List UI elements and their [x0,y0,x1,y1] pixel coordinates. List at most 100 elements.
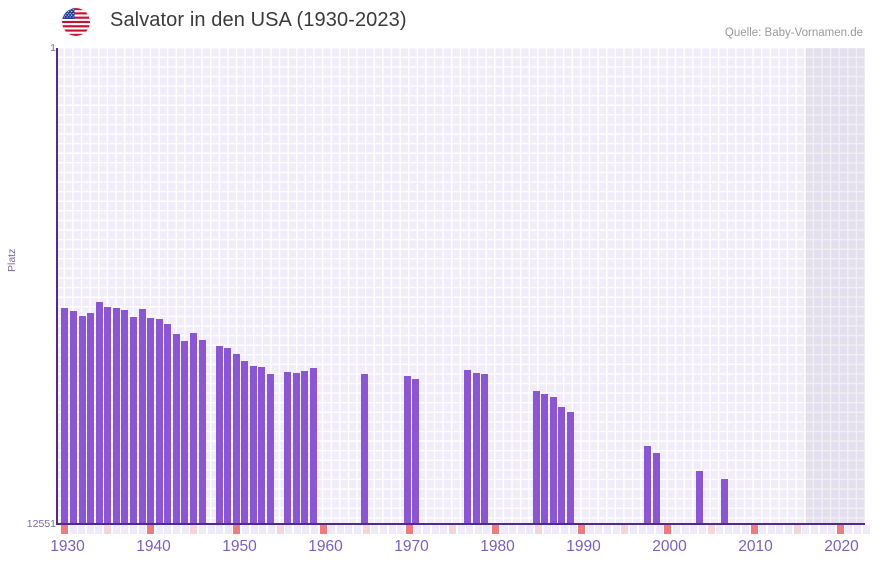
x-tick-2001 [673,525,681,534]
x-tick-1941 [155,525,163,534]
bar-1985[interactable] [533,391,540,524]
x-tick-1949 [224,525,232,534]
x-tick-1980 [492,525,499,534]
x-tick-1975 [448,525,456,534]
x-tick-1953 [259,525,267,534]
y-axis-tick-top: 1 [50,42,56,54]
bar-1978[interactable] [473,373,480,524]
bar-1979[interactable] [481,374,488,524]
x-tick-1954 [267,525,275,534]
x-tick-1994 [612,525,620,534]
x-tick-1968 [388,525,396,534]
bar-1946[interactable] [199,340,206,524]
x-tick-2013 [776,525,784,534]
bar-1931[interactable] [70,311,77,524]
x-tick-2012 [767,525,775,534]
x-tick-1983 [517,525,525,534]
x-tick-2014 [785,525,793,534]
bar-1944[interactable] [181,341,188,524]
bar-1954[interactable] [267,374,274,524]
x-tick-1972 [423,525,431,534]
x-tick-1999 [655,525,663,534]
x-tick-1990 [578,525,586,534]
bar-1934[interactable] [96,302,103,524]
bar-2004[interactable] [696,471,703,524]
bar-1971[interactable] [412,379,419,524]
bar-1952[interactable] [250,366,257,524]
bar-1930[interactable] [61,308,68,524]
bar-1986[interactable] [541,394,548,524]
x-tick-1985 [535,525,543,534]
x-axis-label-2000: 2000 [652,538,687,555]
x-tick-1997 [638,525,646,534]
bar-1956[interactable] [284,372,291,524]
x-tick-2009 [741,525,749,534]
x-tick-1988 [560,525,568,534]
x-tick-1976 [457,525,465,534]
x-tick-1943 [173,525,181,534]
bar-1988[interactable] [558,407,565,524]
bar-1989[interactable] [567,412,574,524]
x-tick-1996 [629,525,637,534]
x-axis-label-1940: 1940 [136,538,171,555]
x-tick-1991 [586,525,594,534]
bar-1957[interactable] [293,373,300,524]
source-label: Quelle: Baby-Vornamen.de [724,27,863,39]
bar-1948[interactable] [216,346,223,524]
bar-1945[interactable] [190,333,197,524]
bar-1998[interactable] [644,446,651,524]
x-tick-2010 [750,525,758,534]
plot-area [56,48,865,524]
x-tick-1951 [242,525,250,534]
bar-1933[interactable] [87,313,94,524]
x-axis-label-1980: 1980 [480,538,515,555]
bar-1942[interactable] [164,324,171,524]
x-tick-1987 [552,525,560,534]
bar-1940[interactable] [147,318,154,524]
x-tick-2021 [845,525,853,534]
bar-1965[interactable] [361,374,368,524]
bar-2007[interactable] [721,479,728,524]
x-tick-2000 [664,525,672,534]
bar-1941[interactable] [156,319,163,524]
x-tick-1944 [181,525,189,534]
x-tick-2006 [716,525,724,534]
x-tick-1989 [569,525,577,534]
x-tick-1935 [104,525,112,534]
bar-1951[interactable] [241,361,248,524]
x-axis-label-1950: 1950 [222,538,257,555]
bar-1953[interactable] [258,367,265,524]
x-tick-1936 [112,525,120,534]
x-axis-label-1990: 1990 [566,538,601,555]
bar-1935[interactable] [104,307,111,524]
bar-1970[interactable] [404,376,411,524]
x-axis-label-2020: 2020 [824,538,859,555]
bar-series [56,48,865,524]
x-tick-2017 [810,525,818,534]
bar-1999[interactable] [653,453,660,524]
x-tick-1956 [285,525,293,534]
bar-1958[interactable] [301,371,308,524]
bar-1936[interactable] [113,308,120,524]
x-tick-1969 [397,525,405,534]
x-tick-1947 [207,525,215,534]
x-tick-1946 [198,525,206,534]
y-axis-tick-bottom: 12551 [26,518,56,530]
bar-1938[interactable] [130,317,137,524]
x-tick-1952 [250,525,258,534]
bar-1977[interactable] [464,370,471,524]
x-tick-1939 [138,525,146,534]
bar-1937[interactable] [121,310,128,524]
x-tick-1930 [61,525,68,534]
bar-1959[interactable] [310,368,317,524]
bar-1939[interactable] [139,309,146,524]
x-tick-2015 [793,525,801,534]
x-tick-1931 [69,525,77,534]
bar-1932[interactable] [79,316,86,524]
bar-1949[interactable] [224,348,231,524]
bar-1987[interactable] [550,397,557,524]
x-tick-1955 [276,525,284,534]
x-tick-1993 [604,525,612,534]
bar-1943[interactable] [173,334,180,524]
bar-1950[interactable] [233,354,240,524]
